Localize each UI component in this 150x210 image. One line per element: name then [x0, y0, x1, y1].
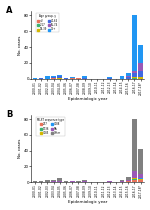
Bar [138, 71, 143, 77]
Bar [82, 180, 87, 181]
Bar [39, 181, 44, 182]
Bar [107, 181, 112, 182]
Bar [126, 177, 131, 180]
Bar [138, 45, 143, 63]
Bar [57, 75, 62, 76]
Bar [57, 78, 62, 79]
Bar [126, 73, 131, 76]
Bar [132, 180, 137, 182]
Bar [33, 181, 37, 182]
Text: A: A [6, 6, 13, 15]
Bar [82, 76, 87, 78]
Bar [45, 180, 50, 182]
Bar [138, 174, 143, 178]
Bar [70, 78, 75, 79]
Y-axis label: No. cases: No. cases [18, 35, 22, 55]
X-axis label: Epidemiologic year: Epidemiologic year [68, 97, 107, 101]
Bar [33, 78, 37, 79]
Text: B: B [6, 110, 13, 119]
Bar [126, 181, 131, 182]
Bar [45, 76, 50, 79]
Bar [51, 181, 56, 182]
Bar [138, 63, 143, 71]
Bar [51, 180, 56, 181]
Bar [64, 181, 68, 182]
Legend: <2, 2-17, 18-39, 40-64, 65-74, 75+: <2, 2-17, 18-39, 40-64, 65-74, 75+ [36, 13, 59, 33]
Bar [120, 76, 124, 79]
Bar [126, 77, 131, 79]
Bar [76, 181, 81, 182]
Bar [138, 149, 143, 174]
Bar [138, 77, 143, 79]
Bar [64, 78, 68, 79]
X-axis label: Epidemiologic year: Epidemiologic year [68, 200, 107, 205]
Bar [82, 181, 87, 182]
Bar [132, 77, 137, 78]
Bar [57, 76, 62, 78]
Bar [51, 77, 56, 78]
Bar [120, 181, 124, 182]
Bar [132, 177, 137, 179]
Bar [126, 76, 131, 77]
Bar [132, 171, 137, 177]
Bar [138, 179, 143, 180]
Bar [51, 78, 56, 79]
Bar [132, 73, 137, 77]
Bar [107, 78, 112, 79]
Bar [57, 181, 62, 182]
Bar [138, 178, 143, 179]
Bar [107, 77, 112, 78]
Bar [57, 178, 62, 181]
Bar [70, 181, 75, 182]
Y-axis label: No. cases: No. cases [18, 139, 22, 158]
Bar [132, 179, 137, 180]
Bar [120, 180, 124, 181]
Bar [51, 76, 56, 77]
Bar [82, 78, 87, 79]
Legend: 277, 1736, 3085, 3088, NA, Other: 277, 1736, 3085, 3088, NA, Other [36, 117, 65, 136]
Bar [132, 119, 137, 171]
Bar [138, 180, 143, 182]
Bar [132, 15, 137, 71]
Bar [39, 78, 44, 79]
Bar [70, 77, 75, 78]
Bar [132, 71, 137, 73]
Bar [76, 78, 81, 79]
Bar [126, 180, 131, 181]
Bar [132, 78, 137, 79]
